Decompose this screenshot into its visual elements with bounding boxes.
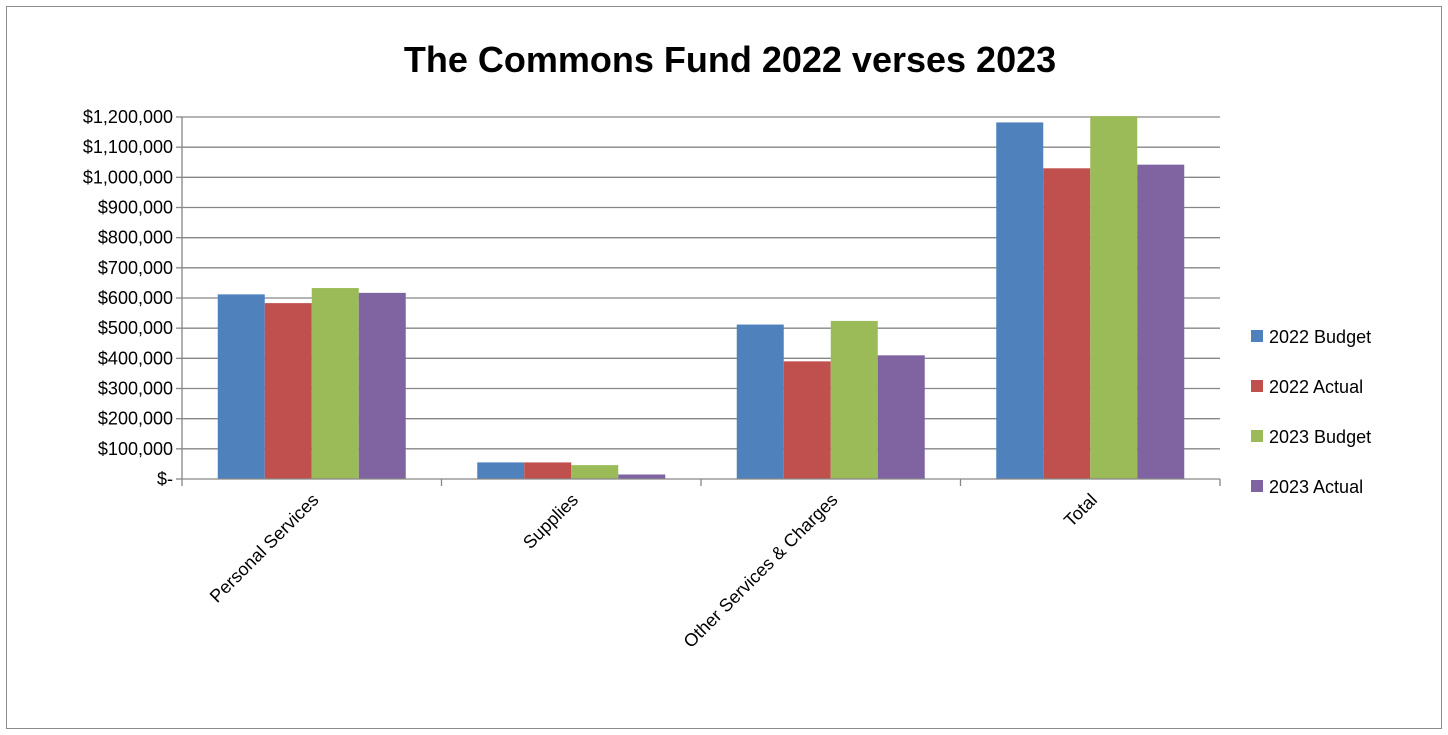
y-tick-label: $600,000 — [98, 288, 173, 308]
y-tick-label: $400,000 — [98, 348, 173, 368]
axes — [181, 117, 1221, 486]
y-tick-label: $- — [157, 469, 173, 489]
y-tick-label: $1,100,000 — [83, 137, 173, 157]
legend-label: 2022 Budget — [1269, 327, 1371, 347]
bars — [217, 116, 1185, 480]
bar-2023-budget — [1090, 116, 1138, 479]
legend-label: 2023 Actual — [1269, 477, 1363, 497]
chart-title: The Commons Fund 2022 verses 2023 — [404, 39, 1056, 80]
y-tick-label: $300,000 — [98, 379, 173, 399]
y-tick-label: $200,000 — [98, 409, 173, 429]
legend-swatch — [1251, 430, 1263, 442]
legend-swatch — [1251, 380, 1263, 392]
bar-2022-budget — [477, 462, 525, 479]
x-category-label: Total — [1060, 490, 1101, 531]
x-category-label: Personal Services — [206, 490, 323, 607]
bar-2022-actual — [524, 462, 572, 479]
bar-2022-actual — [783, 361, 831, 479]
y-tick-label: $700,000 — [98, 258, 173, 278]
x-axis-labels: Personal Services Supplies Other Services … — [206, 490, 1101, 652]
y-tick-label: $900,000 — [98, 198, 173, 218]
y-axis-ticks: $- $100,000 $200,000 $300,000 $400,000 $500,0… — [83, 107, 182, 489]
bar-2023-actual — [358, 292, 406, 479]
chart-frame: The Commons Fund 2022 verses 2023 $- $100… — [6, 6, 1442, 729]
bar-2023-actual — [1137, 164, 1185, 479]
legend-label: 2022 Actual — [1269, 377, 1363, 397]
legend-label: 2023 Budget — [1269, 427, 1371, 447]
bar-2023-budget — [311, 288, 359, 479]
bar-2022-budget — [996, 122, 1044, 480]
x-category-label: Other Services & Charges — [680, 490, 842, 652]
bar-chart: The Commons Fund 2022 verses 2023 $- $100… — [83, 39, 1371, 652]
y-tick-label: $800,000 — [98, 228, 173, 248]
bar-2022-budget — [217, 294, 265, 479]
y-tick-label: $1,000,000 — [83, 167, 173, 187]
y-tick-label: $100,000 — [98, 439, 173, 459]
legend-swatch — [1251, 480, 1263, 492]
legend: 2022 Budget 2022 Actual 2023 Budget 2023 Ac… — [1251, 327, 1371, 497]
bar-2022-budget — [736, 324, 784, 479]
bar-2023-budget — [571, 465, 619, 479]
bar-2023-actual — [618, 474, 666, 479]
bar-2023-budget — [830, 320, 878, 479]
x-category-label: Supplies — [519, 490, 582, 553]
y-tick-label: $1,200,000 — [83, 107, 173, 127]
bar-2023-actual — [877, 355, 925, 479]
bar-2022-actual — [1043, 168, 1091, 480]
y-tick-label: $500,000 — [98, 318, 173, 338]
bar-2022-actual — [264, 303, 312, 479]
legend-swatch — [1251, 330, 1263, 342]
